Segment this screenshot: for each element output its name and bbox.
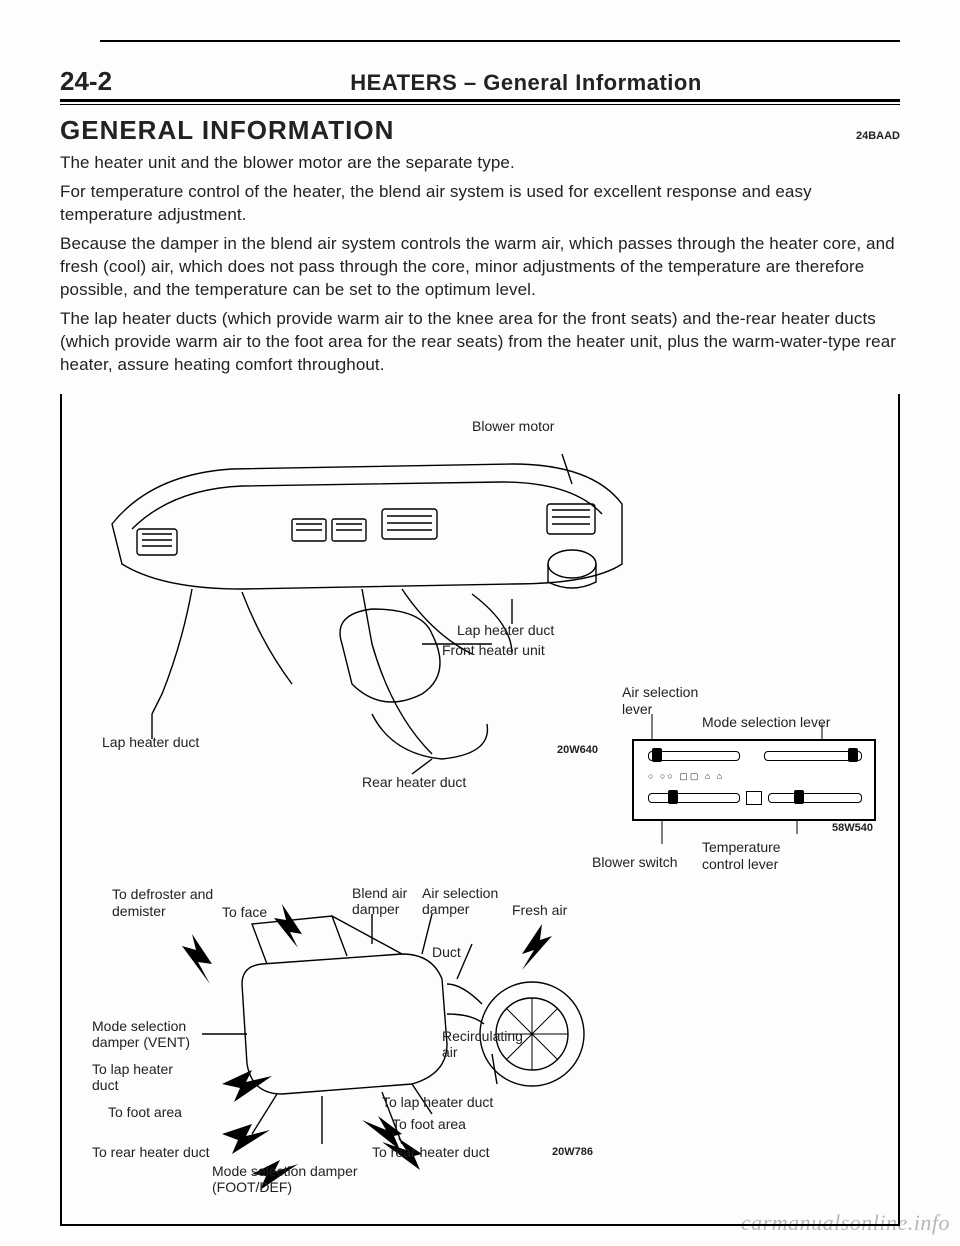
label-fresh-air: Fresh air — [512, 902, 567, 918]
label-blower-switch: Blower switch — [592, 854, 678, 870]
section-title: HEATERS – General Information — [152, 70, 900, 96]
label-lap-heater-duct-right: Lap heater duct — [457, 622, 554, 638]
label-front-heater-unit: Front heater unit — [442, 642, 545, 658]
body-paragraph-4: The lap heater ducts (which provide warm… — [60, 308, 900, 377]
label-to-lap-heater-duct-left: To lap heater duct — [92, 1062, 202, 1093]
label-temperature-control-lever: Temperature control lever — [702, 839, 822, 871]
header-underline — [60, 104, 900, 105]
label-blend-air-damper: Blend air damper — [352, 886, 422, 917]
reference-code: 24BAAD — [856, 130, 900, 142]
page-number: 24-2 — [60, 66, 112, 97]
body-paragraph-1: The heater unit and the blower motor are… — [60, 152, 900, 175]
figure1-code: 20W640 — [557, 744, 598, 756]
control-panel-code: 58W540 — [832, 822, 873, 834]
label-to-lap-heater-duct-right: To lap heater duct — [382, 1094, 493, 1110]
label-to-rear-heater-duct-right: To rear heater duct — [372, 1144, 490, 1160]
label-air-selection-damper: Air selection damper — [422, 886, 512, 917]
label-to-face: To face — [222, 904, 267, 920]
label-to-rear-heater-duct-left: To rear heater duct — [92, 1144, 210, 1160]
label-recirculating-air: Recirculating air — [442, 1029, 532, 1060]
body-paragraph-3: Because the damper in the blend air syst… — [60, 233, 900, 302]
top-rule — [100, 40, 900, 42]
label-lap-heater-duct-left: Lap heater duct — [102, 734, 199, 750]
body-paragraph-2: For temperature control of the heater, t… — [60, 181, 900, 227]
figure2-code: 20W786 — [552, 1146, 593, 1158]
label-blower-motor: Blower motor — [472, 418, 554, 434]
label-mode-selection-vent: Mode selection damper (VENT) — [92, 1019, 212, 1050]
label-duct: Duct — [432, 944, 461, 960]
label-rear-heater-duct: Rear heater duct — [362, 774, 466, 790]
page-header: 24-2 HEATERS – General Information — [60, 66, 900, 102]
figure-dashboard-ducts — [92, 414, 652, 784]
watermark: carmanualsonline.info — [741, 1210, 950, 1236]
label-to-foot-area-left: To foot area — [108, 1104, 182, 1120]
label-to-foot-area-right: To foot area — [392, 1116, 466, 1132]
label-mode-selection-foot: Mode selection damper (FOOT/DEF) — [212, 1164, 362, 1195]
heading-general-information: GENERAL INFORMATION — [60, 115, 856, 146]
figure-area: Blower motor Lap heater duct Front heate… — [60, 394, 900, 1226]
